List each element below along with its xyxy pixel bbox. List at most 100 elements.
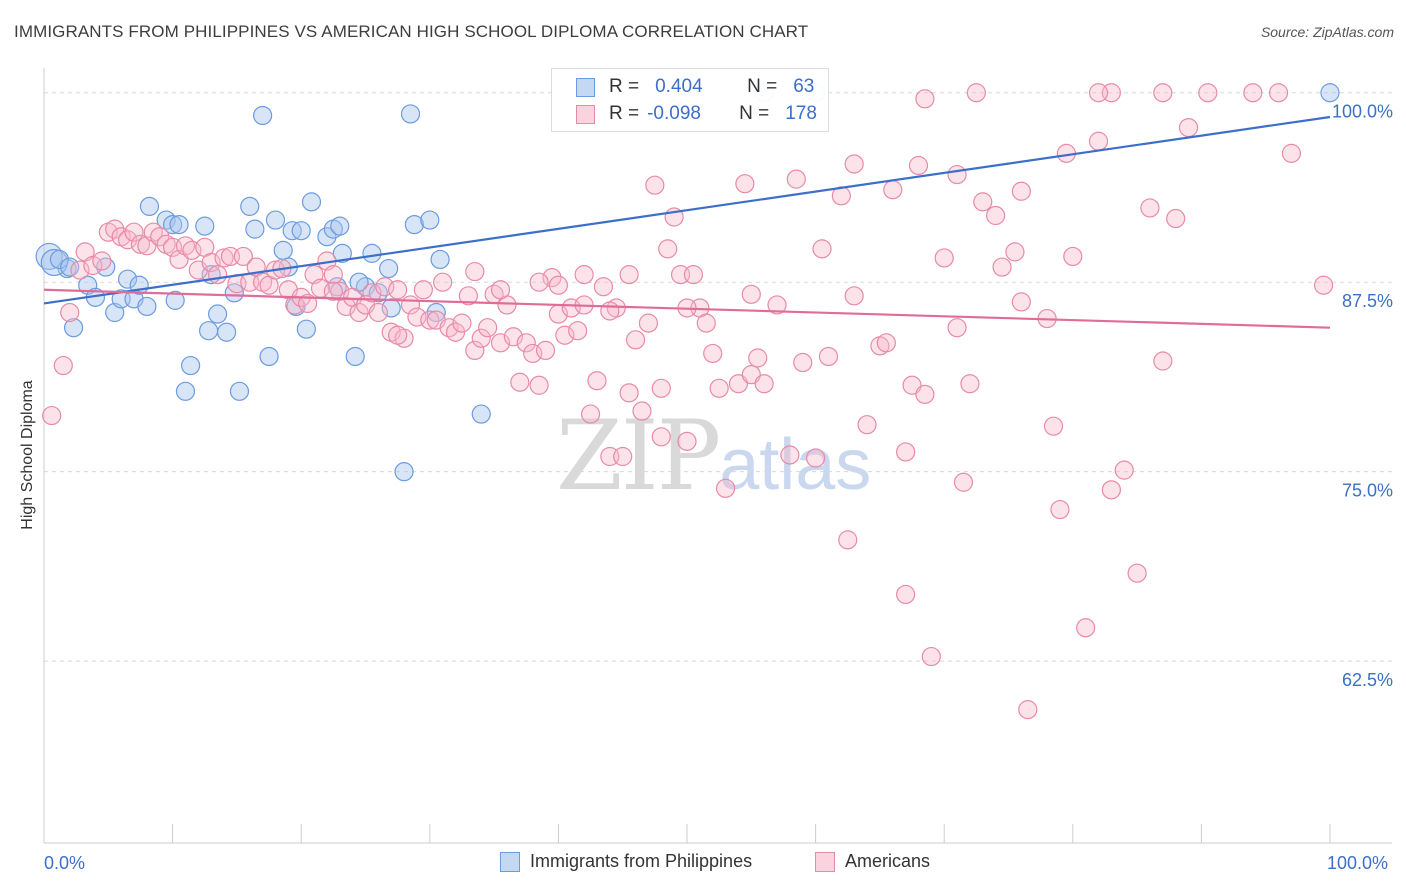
point-philippines (175, 381, 196, 401)
point-americans (619, 265, 639, 285)
point-americans (1153, 351, 1173, 371)
point-americans (1166, 208, 1186, 229)
point-americans (780, 445, 800, 465)
point-americans (638, 313, 659, 333)
point-americans (368, 302, 388, 323)
point-philippines (394, 462, 414, 482)
point-philippines (404, 215, 424, 235)
point-americans (130, 234, 151, 254)
point-americans (619, 383, 639, 403)
point-americans (452, 313, 472, 333)
point-americans (214, 248, 234, 268)
point-philippines (330, 216, 350, 236)
point-americans (915, 384, 935, 404)
point-americans (1018, 700, 1038, 720)
point-americans (896, 442, 916, 462)
point-philippines (245, 219, 265, 239)
point-philippines (163, 215, 183, 235)
point-americans (793, 352, 813, 373)
point-philippines (181, 355, 201, 376)
point-philippines (199, 321, 219, 341)
point-philippines (345, 346, 365, 367)
point-americans (947, 318, 967, 338)
point-americans (908, 155, 929, 176)
x-tick-label-max: 100.0% (1327, 853, 1389, 873)
point-philippines (420, 210, 440, 230)
point-americans (683, 265, 704, 285)
y-tick-label: 75.0% (1342, 481, 1393, 501)
point-americans (208, 265, 228, 285)
point-americans (844, 154, 864, 174)
x-tick-label-min: 0.0% (44, 853, 86, 873)
point-americans (992, 257, 1012, 277)
point-americans (124, 222, 144, 242)
point-americans (1313, 275, 1334, 295)
point-philippines (229, 381, 250, 401)
legend-n-label: N = (739, 103, 770, 124)
point-philippines (78, 275, 98, 295)
point-philippines (117, 269, 138, 289)
point-americans (748, 348, 768, 368)
point-americans (568, 321, 588, 341)
point-americans (960, 374, 980, 394)
point-americans (613, 446, 633, 467)
point-americans (1063, 246, 1083, 267)
point-americans (542, 268, 562, 288)
y-axis-label: High School Diploma (19, 380, 36, 530)
point-americans (696, 313, 716, 333)
point-americans (947, 164, 967, 185)
point-americans (349, 302, 369, 323)
point-americans (1076, 618, 1096, 638)
point-americans (703, 343, 723, 364)
point-americans (921, 646, 941, 667)
legend-row-philippines: R = 0.404 N = 63 (576, 75, 814, 99)
point-americans (510, 372, 530, 392)
point-philippines (253, 105, 273, 126)
point-americans (529, 375, 549, 395)
point-americans (812, 239, 832, 259)
point-americans (1140, 198, 1160, 218)
point-philippines (49, 249, 70, 270)
point-americans (767, 295, 787, 315)
point-philippines (471, 404, 491, 424)
point-americans (150, 227, 170, 247)
y-tick-label: 100.0% (1332, 102, 1393, 122)
legend-r-label: R = (609, 76, 640, 97)
point-philippines (259, 346, 279, 367)
legend-n-value: 63 (793, 76, 815, 97)
trendline-americans (43, 288, 1331, 329)
point-americans (529, 272, 549, 292)
point-americans (1050, 499, 1070, 520)
point-americans (388, 280, 408, 300)
point-americans (1198, 83, 1218, 103)
series-legend-philippines: Immigrants from Philippines (500, 851, 752, 872)
legend-r-label: R = (609, 103, 640, 124)
point-americans (973, 192, 993, 212)
point-americans (420, 310, 440, 330)
point-americans (1011, 292, 1031, 312)
point-philippines (400, 104, 421, 124)
legend-n-value: 178 (785, 103, 817, 124)
point-americans (632, 401, 652, 421)
point-americans (857, 415, 877, 435)
point-americans (105, 219, 125, 239)
point-americans (915, 89, 935, 109)
point-americans (1268, 83, 1289, 103)
point-americans (1127, 563, 1147, 583)
point-philippines (430, 249, 450, 270)
point-americans (593, 277, 614, 297)
legend-swatch-americans (576, 104, 595, 124)
point-philippines (296, 319, 316, 339)
point-philippines (165, 290, 185, 310)
point-americans (645, 175, 665, 195)
point-philippines (208, 304, 228, 324)
point-americans (966, 83, 986, 103)
point-philippines (362, 243, 382, 263)
point-americans (1178, 117, 1199, 138)
point-americans (677, 431, 697, 451)
point-americans (548, 275, 569, 295)
point-americans (896, 584, 916, 605)
y-tick-label: 62.5% (1342, 670, 1393, 690)
point-americans (651, 378, 671, 398)
